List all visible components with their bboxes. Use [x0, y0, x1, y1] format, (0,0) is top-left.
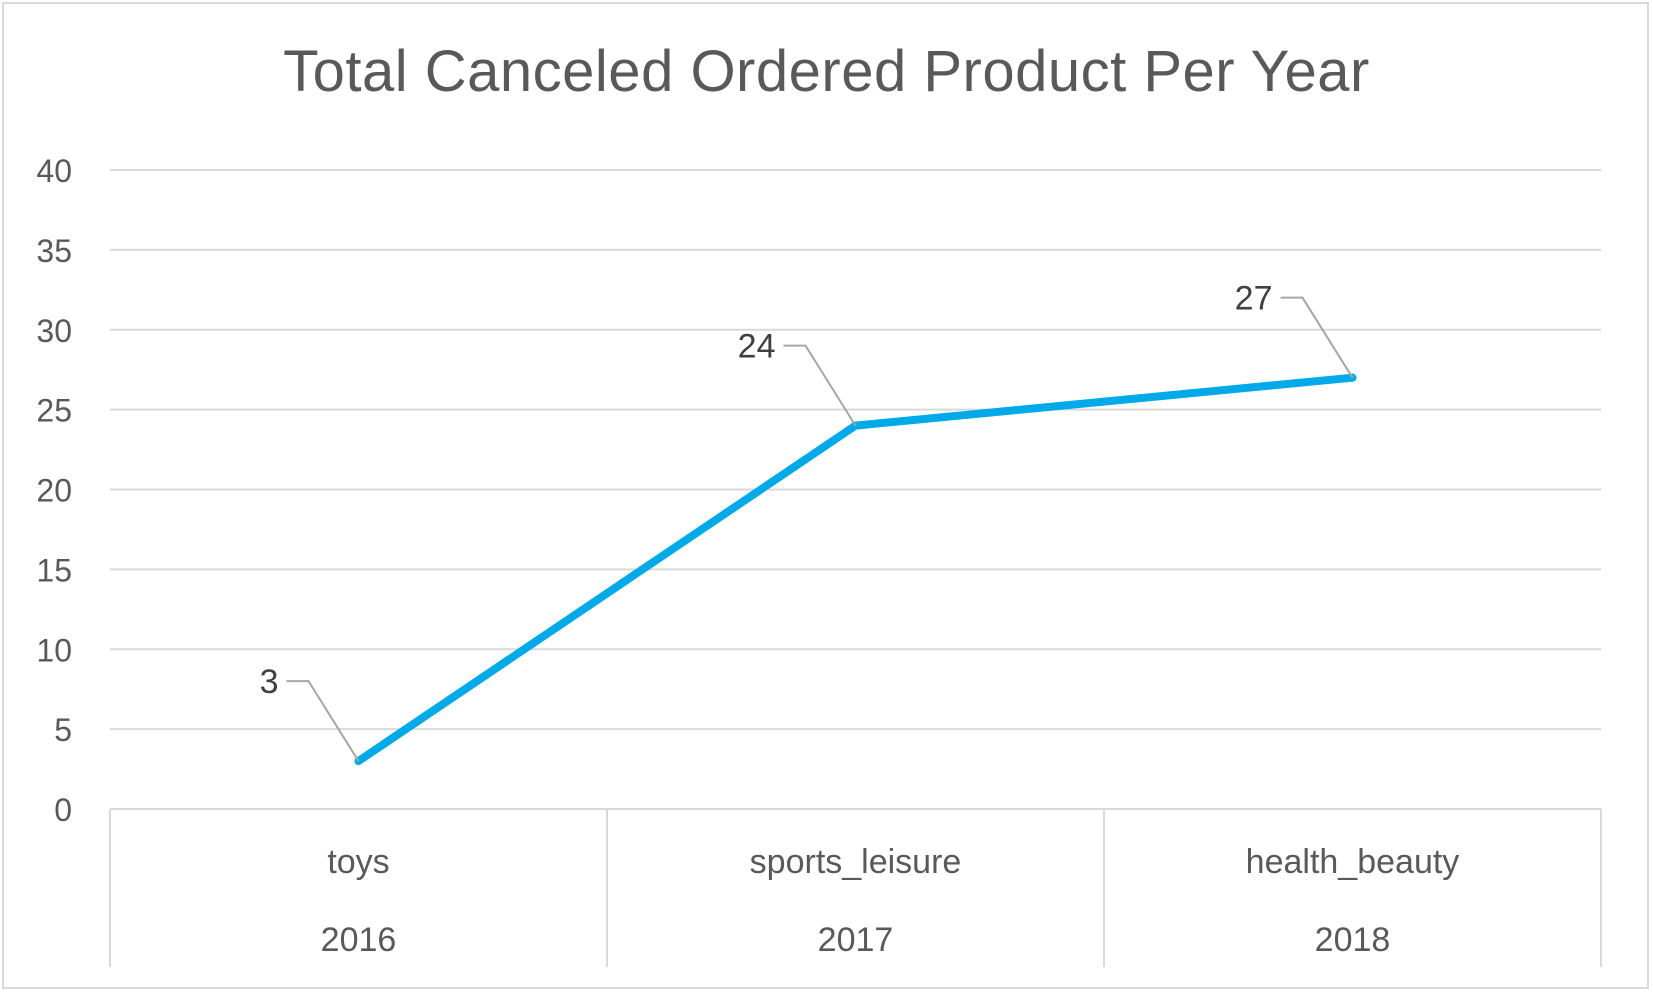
x-tick-label-category: health_beauty — [1246, 843, 1460, 881]
x-axis: toys 2016 sports_leisure 2017 health_beauty 2… — [109, 808, 1602, 967]
y-tick-label: 40 — [36, 153, 72, 189]
y-tick-label: 0 — [54, 792, 72, 828]
data-label: 27 — [1235, 280, 1273, 318]
series-line-segment — [851, 373, 1357, 430]
data-label-leader-line — [783, 344, 857, 427]
y-tick-label: 5 — [54, 712, 72, 748]
y-axis: 0 5 10 15 20 25 30 35 40 — [36, 153, 72, 828]
gridlines — [110, 169, 1601, 731]
x-tick-label-year: 2018 — [1315, 921, 1391, 959]
x-tick-label-category: sports_leisure — [750, 843, 962, 881]
data-labels: 3 24 27 — [260, 280, 1354, 762]
y-tick-label: 25 — [36, 393, 72, 429]
data-label: 3 — [260, 663, 279, 701]
data-label-leader-line — [286, 680, 360, 762]
data-label: 24 — [738, 328, 776, 366]
y-tick-label: 20 — [36, 473, 72, 509]
y-tick-label: 35 — [36, 233, 72, 269]
y-tick-label: 15 — [36, 552, 72, 588]
series-line-segment — [354, 421, 860, 766]
y-tick-label: 30 — [36, 313, 72, 349]
y-tick-label: 10 — [36, 632, 72, 668]
data-label-leader-line — [1280, 296, 1354, 379]
chart-title: Total Canceled Ordered Product Per Year — [283, 39, 1370, 104]
x-tick-label-category: toys — [327, 843, 389, 881]
x-tick-label-year: 2017 — [818, 921, 894, 959]
x-tick-label-year: 2016 — [321, 921, 397, 959]
